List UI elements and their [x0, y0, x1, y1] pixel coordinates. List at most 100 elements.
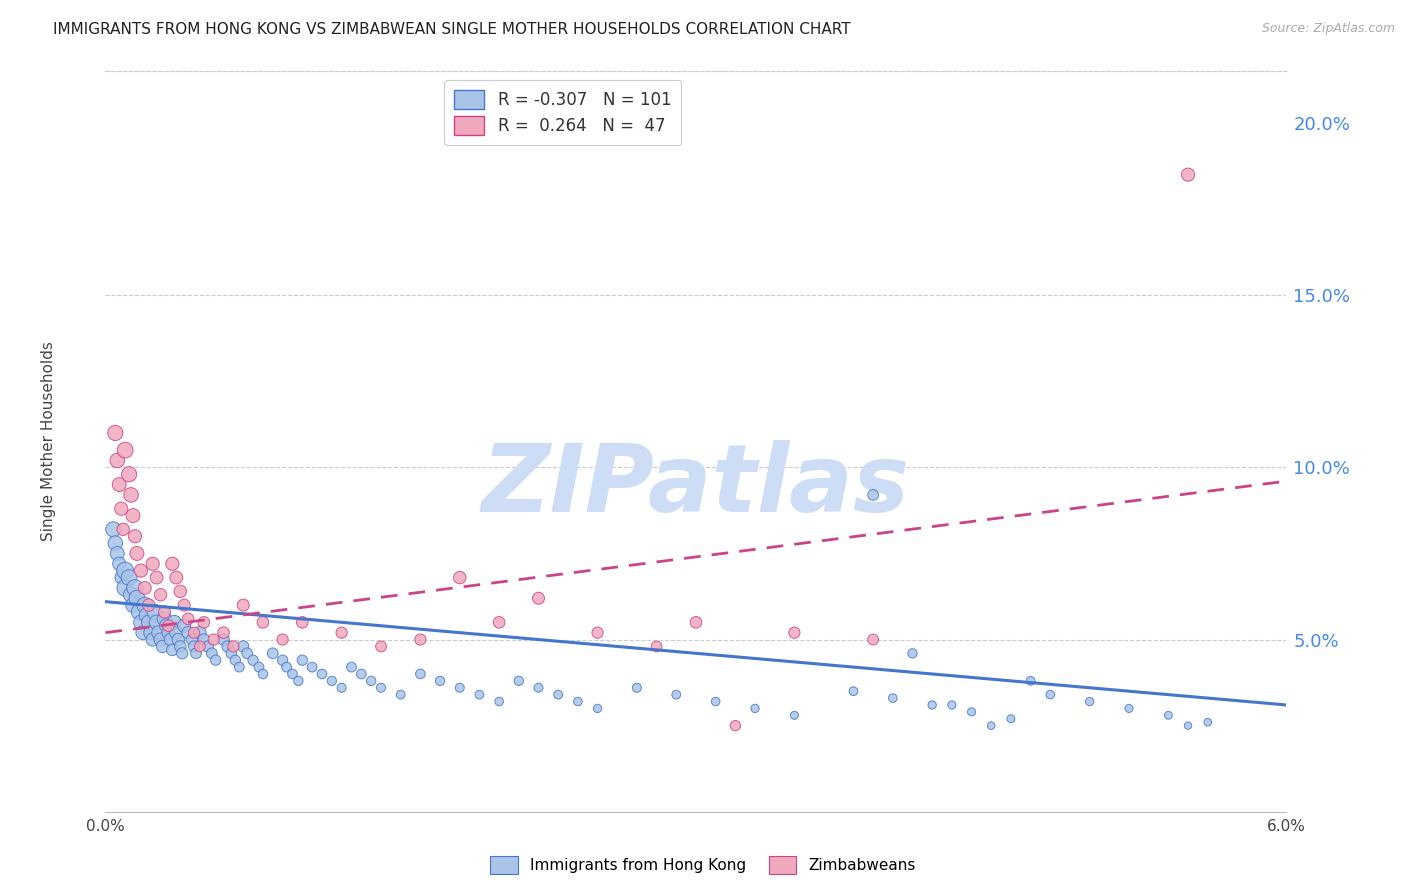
Point: [128, 605, 150, 619]
Point: [236, 646, 259, 660]
Point: [162, 557, 184, 571]
Point: [155, 619, 177, 633]
Point: [901, 646, 924, 660]
Point: [370, 640, 392, 654]
Point: [222, 640, 245, 654]
Text: Single Mother Households: Single Mother Households: [41, 342, 56, 541]
Point: [159, 632, 181, 647]
Point: [118, 467, 141, 482]
Point: [262, 646, 284, 660]
Point: [586, 701, 609, 715]
Point: [212, 632, 235, 647]
Point: [142, 632, 165, 647]
Point: [110, 501, 132, 516]
Point: [165, 570, 187, 584]
Point: [112, 522, 135, 536]
Point: [193, 615, 215, 630]
Point: [120, 488, 142, 502]
Point: [138, 598, 160, 612]
Point: [291, 653, 314, 667]
Point: [169, 640, 191, 654]
Point: [1157, 708, 1180, 723]
Point: [132, 625, 155, 640]
Point: [409, 667, 432, 681]
Point: [135, 608, 157, 623]
Point: [183, 625, 205, 640]
Point: [1000, 712, 1022, 726]
Point: [1177, 718, 1199, 732]
Point: [321, 673, 343, 688]
Point: [134, 598, 156, 612]
Point: [311, 667, 333, 681]
Point: [143, 605, 166, 619]
Point: [960, 705, 983, 719]
Point: [125, 591, 148, 606]
Legend: R = -0.307   N = 101, R =  0.264   N =  47: R = -0.307 N = 101, R = 0.264 N = 47: [444, 79, 682, 145]
Point: [138, 615, 160, 630]
Point: [114, 564, 136, 578]
Point: [1039, 688, 1062, 702]
Text: ZIPatlas: ZIPatlas: [482, 440, 910, 532]
Point: [301, 660, 323, 674]
Point: [685, 615, 707, 630]
Point: [330, 625, 353, 640]
Point: [125, 546, 148, 560]
Point: [488, 615, 510, 630]
Text: Source: ZipAtlas.com: Source: ZipAtlas.com: [1261, 22, 1395, 36]
Point: [122, 598, 145, 612]
Point: [108, 557, 131, 571]
Point: [105, 546, 128, 560]
Point: [921, 698, 943, 712]
Point: [626, 681, 648, 695]
Point: [783, 625, 806, 640]
Point: [118, 570, 141, 584]
Point: [724, 718, 747, 732]
Point: [1197, 715, 1219, 730]
Point: [567, 694, 589, 708]
Point: [120, 588, 142, 602]
Point: [184, 646, 207, 660]
Point: [271, 653, 294, 667]
Point: [547, 688, 569, 702]
Point: [148, 625, 170, 640]
Point: [862, 488, 884, 502]
Point: [429, 673, 451, 688]
Point: [204, 653, 226, 667]
Point: [291, 615, 314, 630]
Point: [783, 708, 806, 723]
Point: [152, 640, 174, 654]
Point: [586, 625, 609, 640]
Point: [173, 598, 195, 612]
Point: [468, 688, 491, 702]
Point: [188, 625, 211, 640]
Point: [980, 718, 1002, 732]
Point: [242, 653, 264, 667]
Point: [124, 581, 146, 595]
Point: [172, 646, 194, 660]
Point: [281, 667, 304, 681]
Point: [110, 570, 132, 584]
Point: [145, 570, 167, 584]
Point: [129, 564, 152, 578]
Point: [124, 529, 146, 543]
Point: [163, 615, 186, 630]
Point: [181, 632, 204, 647]
Point: [162, 643, 184, 657]
Point: [340, 660, 363, 674]
Point: [882, 691, 904, 706]
Point: [149, 588, 172, 602]
Point: [188, 640, 211, 654]
Point: [173, 619, 195, 633]
Point: [1177, 168, 1199, 182]
Point: [232, 640, 254, 654]
Point: [169, 584, 191, 599]
Point: [167, 632, 190, 647]
Point: [330, 681, 353, 695]
Point: [409, 632, 432, 647]
Point: [153, 605, 176, 619]
Point: [134, 581, 156, 595]
Point: [228, 660, 250, 674]
Point: [122, 508, 145, 523]
Legend: Immigrants from Hong Kong, Zimbabweans: Immigrants from Hong Kong, Zimbabweans: [484, 850, 922, 880]
Point: [142, 557, 165, 571]
